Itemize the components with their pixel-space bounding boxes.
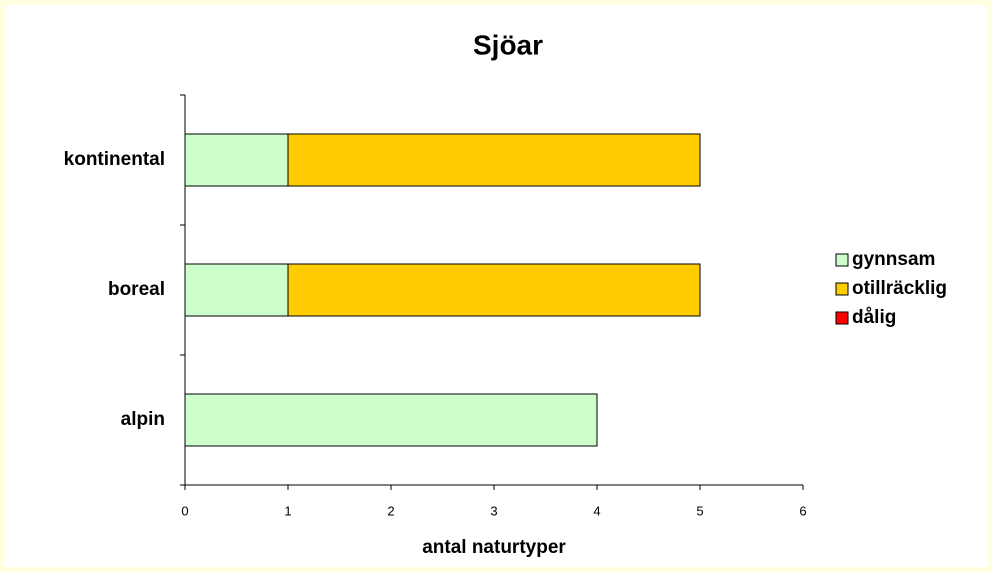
y-tick-label: alpin bbox=[121, 409, 165, 430]
bar-segment bbox=[287, 263, 701, 317]
x-tick-label: 0 bbox=[181, 503, 188, 518]
x-axis-label: antal naturtyper bbox=[422, 537, 566, 558]
x-tick-label: 2 bbox=[387, 503, 394, 518]
legend-swatch bbox=[835, 311, 849, 325]
legend-label: dålig bbox=[852, 307, 896, 328]
legend-swatch bbox=[835, 253, 849, 267]
x-tick-label: 3 bbox=[490, 503, 497, 518]
legend-label: otillräcklig bbox=[852, 278, 947, 299]
bar-segment bbox=[184, 393, 598, 447]
bar-segment bbox=[184, 133, 289, 187]
legend-label: gynnsam bbox=[852, 249, 935, 270]
x-tick-label: 4 bbox=[593, 503, 600, 518]
bar-segment bbox=[184, 263, 289, 317]
y-tick-label: boreal bbox=[108, 279, 165, 300]
legend-swatch bbox=[835, 282, 849, 296]
bar-segment bbox=[287, 133, 701, 187]
x-tick-label: 1 bbox=[284, 503, 291, 518]
chart-title: Sjöar bbox=[473, 29, 543, 60]
y-tick-label: kontinental bbox=[64, 149, 165, 170]
x-tick-label: 6 bbox=[799, 503, 806, 518]
x-tick-label: 5 bbox=[696, 503, 703, 518]
